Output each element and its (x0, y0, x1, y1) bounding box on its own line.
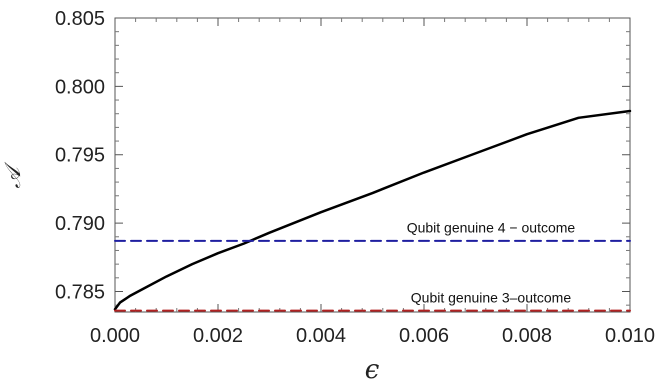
y-tick-label: 0.785 (55, 281, 105, 303)
annotations: Qubit genuine 4 − outcome Qubit genuine 3… (407, 220, 576, 306)
x-tick-label: 0.006 (399, 325, 449, 347)
y-tick-label: 0.790 (55, 213, 105, 235)
series-line-main (113, 109, 632, 311)
x-tick-label: 0.002 (193, 325, 243, 347)
annotation-2: Qubit genuine 3‒outcome (411, 289, 572, 305)
x-tick-label: 0.004 (296, 325, 346, 347)
plot-frame (114, 17, 631, 313)
x-tick-label: 0.008 (502, 325, 552, 347)
ticks: 0.000 0.002 0.004 0.006 0.008 0.010 0.785 0.790… (55, 8, 655, 347)
annotation-1: Qubit genuine 4 − outcome (407, 220, 576, 236)
x-tick-label: 0.010 (605, 325, 655, 347)
series-group (113, 109, 632, 312)
x-axis-label: ϵ (365, 355, 380, 385)
y-axis-label: 𝒜 (1, 161, 26, 188)
y-tick-label: 0.805 (55, 8, 105, 30)
y-tick-label: 0.800 (55, 76, 105, 98)
y-tick-label: 0.795 (55, 145, 105, 167)
x-tick-label: 0.000 (90, 325, 140, 347)
